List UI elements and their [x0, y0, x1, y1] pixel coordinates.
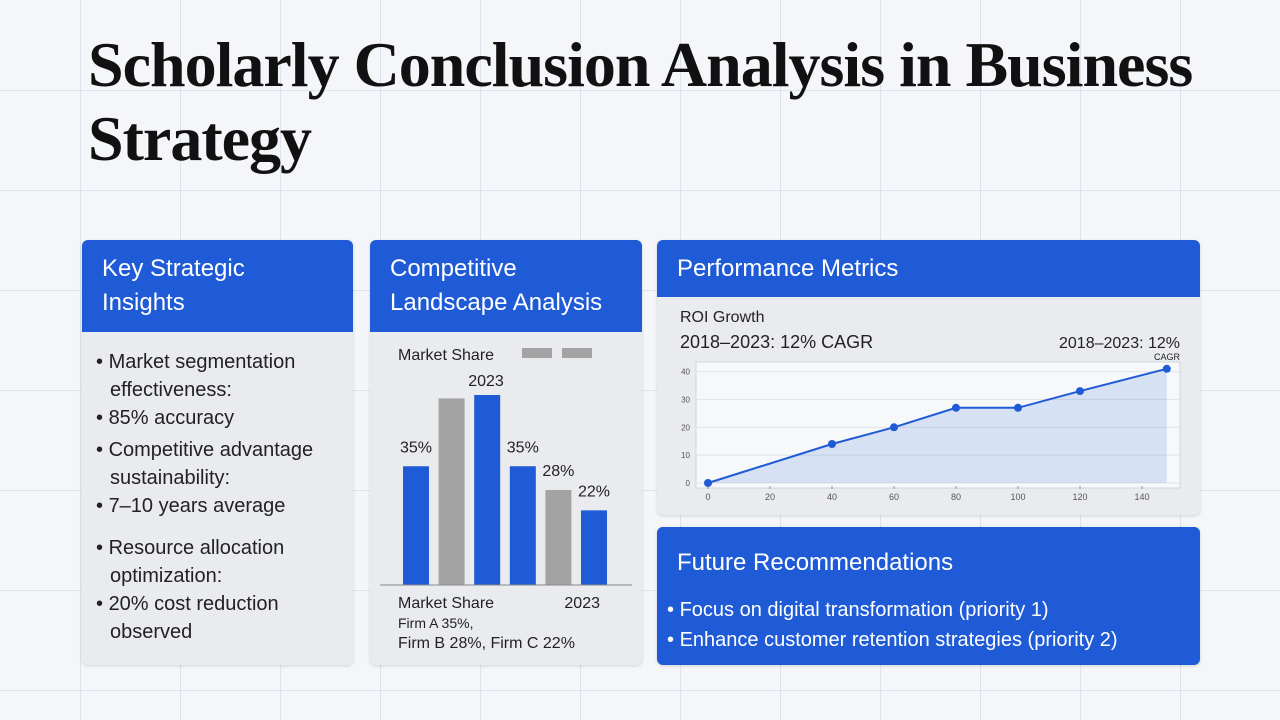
point — [828, 440, 836, 448]
insights-list: • Market segmentation effectiveness: • 85… — [82, 332, 353, 646]
value-label: 22% — [578, 483, 610, 500]
list-item: • 20% cost reduction observed — [96, 593, 279, 643]
x-tick-label: 100 — [1010, 492, 1025, 502]
bar — [438, 398, 465, 585]
list-item: • Enhance customer retention strategies … — [667, 629, 1118, 651]
chart-subtitle: 2023 — [468, 373, 504, 390]
chart-title: Market Share — [398, 347, 494, 364]
area — [708, 368, 1167, 483]
x-tick-label: 40 — [827, 492, 837, 502]
value-label: 28% — [542, 463, 574, 480]
list-item: • Resource allocation optimization: — [96, 537, 285, 587]
chart-subtitle: 2018–2023: 12% CAGR — [680, 332, 873, 352]
bar — [581, 510, 607, 585]
footer: Firm B 28%, Firm C 22% — [398, 635, 575, 652]
plot-area — [695, 361, 1181, 489]
competitive-card: Competitive Landscape Analysis — [370, 240, 642, 665]
x-tick-label: 120 — [1072, 492, 1087, 502]
footer: 2023 — [564, 595, 600, 612]
list-item: • 85% accuracy — [96, 407, 235, 429]
card-title: Future Recommendations — [657, 527, 1200, 595]
point — [1076, 387, 1084, 396]
slide-title: Scholarly Conclusion Analysis in Busines… — [88, 29, 1193, 174]
list-item: • 7–10 years average — [96, 495, 286, 517]
point — [1014, 403, 1022, 412]
y-tick-label: 0 — [686, 479, 691, 488]
value-label: 35% — [507, 439, 539, 456]
bar — [545, 490, 572, 585]
list-item: • Focus on digital transformation (prior… — [667, 599, 1049, 621]
chart-title: ROI Growth — [680, 309, 764, 326]
y-tick-label: 30 — [681, 395, 690, 404]
list-item: • Competitive advantage sustainability: — [96, 439, 314, 489]
legend-swatch — [562, 348, 592, 358]
card-title: Performance Metrics — [657, 240, 1200, 297]
value-label: 35% — [400, 439, 432, 456]
bar — [509, 466, 536, 585]
x-tick-label: 20 — [765, 492, 775, 502]
future-list: • Focus on digital transformation (prior… — [657, 595, 1200, 655]
insights-card: Key Strategic Insights • Market segmenta… — [82, 240, 353, 665]
list-item: • Market segmentation effectiveness: — [96, 351, 296, 401]
y-tick-label: 40 — [681, 368, 690, 377]
bar — [403, 466, 429, 585]
point — [890, 423, 898, 432]
point — [1162, 364, 1171, 373]
card-title: Key Strategic Insights — [82, 240, 353, 332]
point — [952, 403, 960, 412]
y-tick-label: 10 — [681, 451, 690, 460]
footer: Market Share — [398, 595, 494, 612]
footer: Firm A 35%, — [398, 615, 473, 631]
x-tick-label: 80 — [951, 492, 961, 502]
card-title: Competitive Landscape Analysis — [370, 240, 642, 332]
annotation: CAGR — [1154, 352, 1181, 362]
annotation: 2018–2023: 12% — [1059, 335, 1180, 352]
legend-swatch — [522, 348, 552, 358]
x-tick-label: 0 — [705, 492, 710, 502]
bar — [474, 395, 501, 585]
y-tick-label: 20 — [681, 423, 690, 432]
x-tick-label: 140 — [1134, 492, 1149, 502]
future-card: Future Recommendations • Focus on digita… — [657, 527, 1200, 665]
x-tick-label: 60 — [889, 492, 899, 502]
point — [704, 479, 712, 487]
